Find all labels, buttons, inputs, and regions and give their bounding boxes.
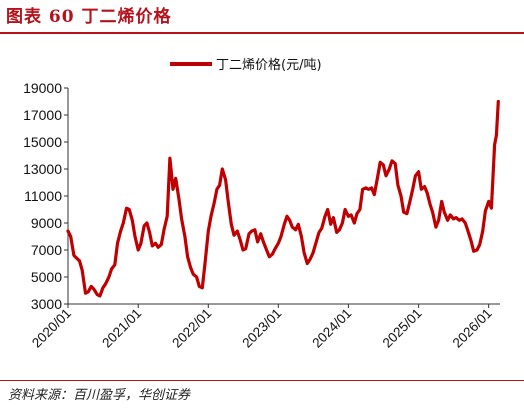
y-tick-label: 5000 (31, 269, 62, 285)
y-tick-label: 17000 (23, 107, 62, 123)
plot-area (66, 99, 500, 298)
y-tick-label: 15000 (23, 134, 62, 150)
page-title: 图表 60 丁二烯价格 (6, 7, 172, 27)
x-tick-label: 2024/01 (309, 306, 354, 351)
y-tick-label: 7000 (31, 242, 62, 258)
x-tick-label: 2023/01 (239, 306, 284, 351)
legend: 丁二烯价格(元/吨) (170, 57, 322, 73)
x-tick-label: 2021/01 (99, 306, 144, 351)
y-axis: 19000 17000 15000 13000 11000 9000 7000 5000 300… (23, 80, 69, 312)
series-line-butadiene-price (66, 99, 500, 298)
y-tick-label: 11000 (24, 188, 62, 204)
title-divider (0, 32, 524, 34)
y-tick-label: 3000 (31, 296, 62, 312)
price-line-chart: 丁二烯价格(元/吨) 19000 17000 15000 13000 11000 9000… (23, 57, 500, 351)
footer-divider (0, 380, 524, 381)
legend-label: 丁二烯价格(元/吨) (216, 57, 322, 73)
source-note: 资料来源：百川盈孚，华创证券 (8, 388, 191, 403)
x-axis: 2020/01 2021/01 2022/01 2023/01 2024/01 2025/… (29, 303, 500, 351)
x-tick-label: 2022/01 (169, 306, 214, 351)
y-tick-label: 13000 (23, 161, 62, 177)
x-tick-label: 2020/01 (29, 306, 74, 351)
y-tick-label: 19000 (23, 80, 62, 96)
x-tick-label: 2026/01 (450, 306, 495, 351)
x-tick-label: 2025/01 (380, 306, 425, 351)
y-tick-label: 9000 (31, 215, 62, 231)
